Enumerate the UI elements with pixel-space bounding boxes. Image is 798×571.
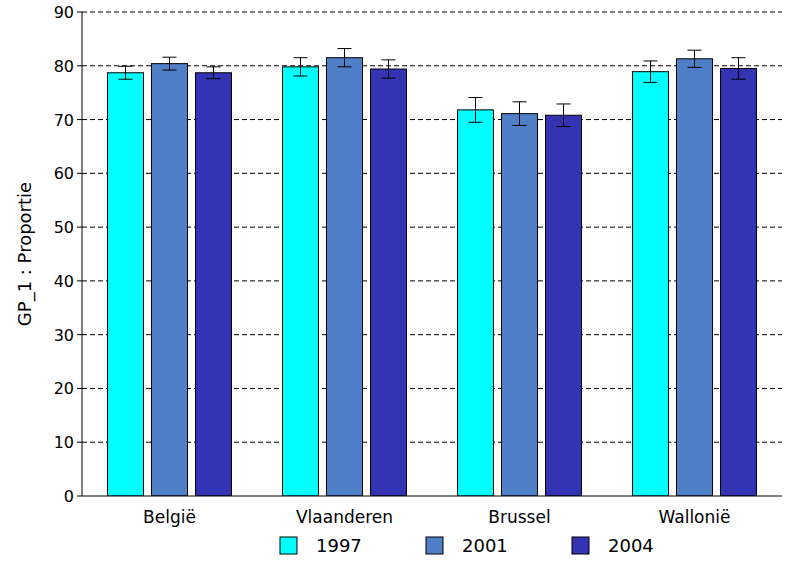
y-axis [82, 12, 83, 496]
error-bar [688, 50, 702, 67]
legend-swatch [426, 537, 443, 554]
tick-mark [77, 280, 82, 281]
legend-swatch [572, 537, 589, 554]
legend-swatch [280, 537, 297, 554]
tick-mark [77, 173, 82, 174]
legend-label: 2004 [608, 535, 654, 556]
error-bar [732, 58, 746, 80]
bar [458, 110, 494, 496]
tick-label: 10 [54, 433, 74, 452]
error-bar [382, 60, 396, 78]
tick-label: 90 [54, 3, 74, 22]
legend-label: 2001 [462, 535, 508, 556]
error-bar [513, 102, 527, 126]
chart: 0 10 20 30 40 50 60 70 80 90 GP_1 : Proportie Belgi… [0, 0, 798, 571]
error-bar [119, 66, 133, 79]
error-bar [644, 61, 658, 83]
tick-mark [77, 65, 82, 66]
background [0, 0, 798, 571]
error-bar [294, 58, 308, 76]
bar [677, 59, 713, 496]
tick-label: 70 [54, 111, 74, 130]
bar [327, 58, 363, 496]
error-bar [338, 49, 352, 67]
grid-line [82, 12, 782, 13]
category-label: Brussel [488, 507, 550, 527]
bar [502, 114, 538, 496]
x-axis [82, 496, 782, 497]
tick-label: 60 [54, 164, 74, 183]
error-bar [163, 57, 177, 70]
category-label: Wallonië [659, 507, 731, 527]
error-bar [207, 67, 221, 79]
tick-mark [77, 334, 82, 335]
tick-label: 20 [54, 379, 74, 398]
axis-label: GP_1 : Proportie [14, 182, 36, 326]
category-label: Vlaanderen [296, 507, 393, 527]
bar [283, 67, 319, 496]
tick-mark [77, 119, 82, 120]
bars [108, 49, 757, 496]
tick-mark [77, 496, 82, 497]
error-bar [557, 104, 571, 127]
category-label: België [143, 507, 196, 527]
error-bar [469, 98, 483, 123]
bar [108, 73, 144, 496]
bar [196, 73, 232, 496]
bar [633, 72, 669, 496]
bar [371, 69, 407, 496]
tick-mark [77, 442, 82, 443]
bar [721, 68, 757, 496]
tick-label: 30 [54, 326, 74, 345]
tick-label: 0 [64, 487, 74, 506]
tick-label: 80 [54, 57, 74, 76]
bar [546, 115, 582, 496]
tick-mark [77, 12, 82, 13]
tick-label: 40 [54, 272, 74, 291]
tick-mark [77, 227, 82, 228]
tick-mark [77, 388, 82, 389]
bar [152, 64, 188, 496]
legend-label: 1997 [316, 535, 362, 556]
tick-label: 50 [54, 218, 74, 237]
